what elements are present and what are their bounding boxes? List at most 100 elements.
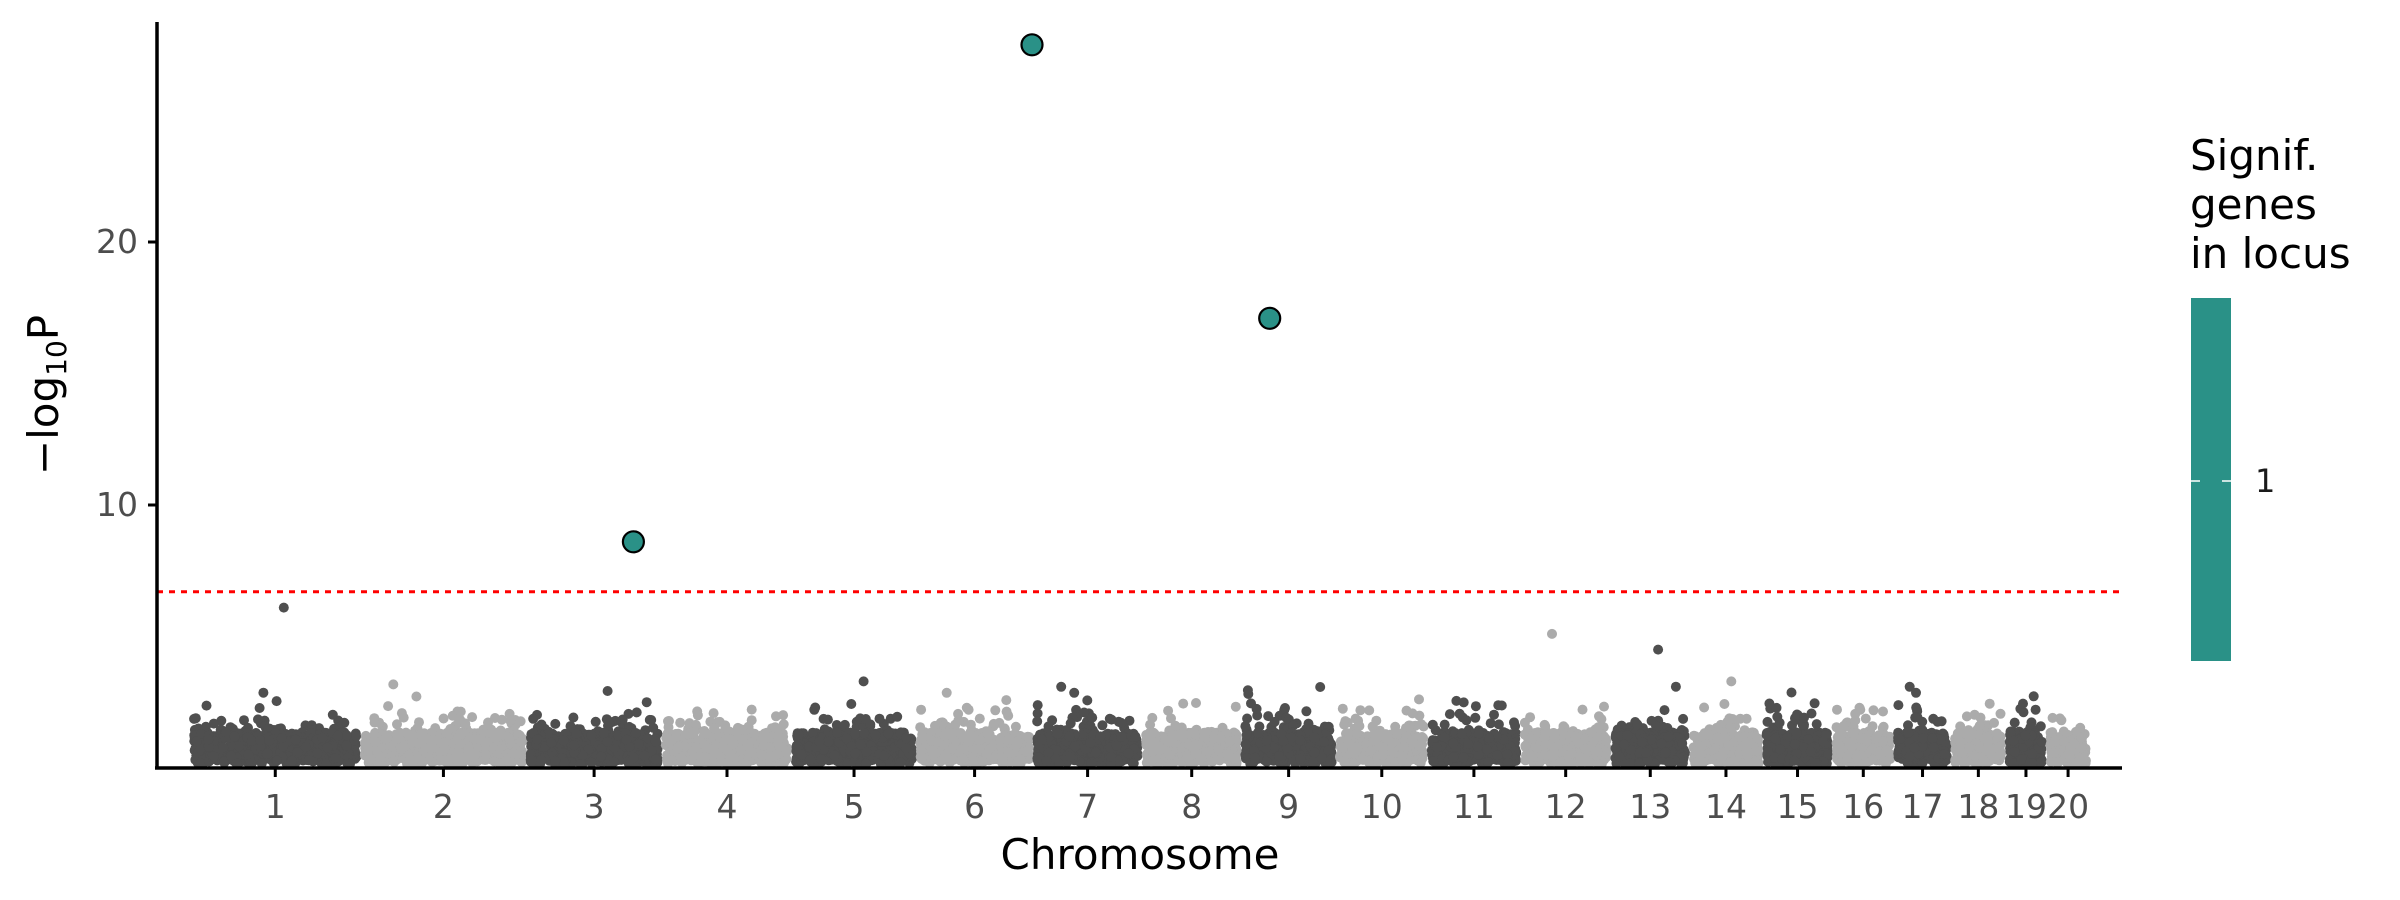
background-snp-point (664, 737, 675, 748)
background-snp-point (455, 714, 466, 725)
background-snp-point (984, 743, 995, 754)
background-snp-point (398, 712, 409, 723)
background-snp-point (959, 743, 970, 754)
background-snp-point (794, 729, 804, 740)
background-snp-point (995, 734, 1006, 745)
background-snp-point (935, 756, 946, 767)
background-snp-point (796, 749, 807, 760)
background-snp-point (388, 679, 399, 690)
background-snp-point (805, 754, 816, 765)
background-snp-point (1090, 747, 1101, 758)
background-snp-point (735, 745, 746, 756)
background-snp-point (778, 710, 789, 721)
background-snp-point (895, 757, 906, 768)
background-snp-point (558, 735, 569, 746)
background-snp-point (701, 728, 712, 739)
background-points (189, 602, 2091, 770)
background-snp-point (756, 750, 767, 761)
background-snp-point (234, 741, 244, 752)
background-snp-point (720, 734, 731, 745)
background-snp-point (303, 755, 314, 766)
background-snp-point (312, 748, 323, 759)
background-snp-point (1164, 750, 1175, 761)
background-snp-point (569, 740, 579, 751)
background-snp-point (1214, 755, 1225, 766)
background-snp-point (1156, 744, 1167, 755)
background-snp-point (953, 708, 964, 719)
background-snp-point (672, 743, 683, 754)
background-snp-point (536, 755, 547, 766)
background-snp-point (546, 737, 557, 748)
background-snp-point (711, 748, 722, 759)
background-snp-point (1315, 682, 1326, 692)
background-snp-point (381, 733, 391, 744)
background-snp-point (870, 730, 881, 741)
background-snp-point (708, 708, 719, 719)
background-snp-point (515, 736, 526, 747)
background-snp-point (208, 751, 219, 762)
background-snp-point (369, 713, 380, 724)
background-snp-point (720, 720, 731, 731)
background-snp-point (596, 751, 607, 762)
background-snp-point (939, 730, 950, 741)
background-snp-point (264, 735, 275, 746)
background-snp-point (440, 755, 451, 766)
background-snp-point (254, 703, 265, 713)
background-snp-point (901, 732, 912, 743)
background-snp-point (1224, 736, 1235, 747)
background-snp-point (879, 750, 889, 761)
background-snp-point (602, 736, 613, 747)
background-snp-point (332, 731, 343, 741)
background-snp-point (737, 734, 748, 745)
background-snp-point (630, 728, 641, 738)
background-snp-point (644, 714, 655, 725)
background-snp-point (691, 742, 702, 753)
background-snp-point (189, 713, 200, 724)
background-snp-point (1085, 737, 1096, 748)
background-snp-point (686, 755, 697, 766)
background-snp-point (809, 704, 820, 715)
background-snp-point (256, 758, 267, 769)
background-snp-point (290, 734, 301, 745)
background-snp-point (1123, 748, 1134, 759)
background-snp-point (203, 734, 214, 745)
background-snp-point (229, 731, 240, 742)
background-snp-point (1116, 717, 1127, 728)
background-snp-point (855, 739, 866, 750)
background-snp-point (822, 714, 833, 725)
background-snp-point (1001, 695, 1012, 706)
background-snp-point (1021, 746, 1032, 757)
background-snp-point (370, 736, 381, 747)
background-snp-point (1065, 752, 1076, 762)
background-snp-point (1172, 731, 1183, 741)
background-snp-point (527, 755, 538, 766)
background-snp-point (401, 727, 411, 738)
background-snp-point (781, 746, 792, 757)
background-snp-point (1130, 731, 1141, 742)
background-snp-point (892, 711, 903, 722)
background-snp-point (559, 757, 570, 768)
background-snp-point (243, 749, 254, 760)
background-snp-point (1012, 738, 1023, 749)
background-snp-point (974, 713, 985, 724)
background-snp-point (631, 707, 642, 718)
background-snp-point (1106, 714, 1117, 725)
background-snp-point (1166, 713, 1176, 724)
background-snp-point (225, 750, 236, 761)
background-snp-point (428, 743, 439, 753)
background-snp-point (1106, 751, 1117, 762)
background-snp-point (1196, 753, 1207, 763)
background-snp-point (480, 738, 491, 749)
background-snp-point (926, 735, 937, 746)
background-snp-point (341, 740, 352, 751)
background-snp-point (1087, 712, 1098, 723)
background-snp-point (441, 728, 452, 739)
background-snp-point (686, 729, 697, 739)
background-snp-point (846, 699, 857, 709)
background-snp-point (1148, 727, 1159, 738)
background-snp-point (341, 730, 352, 741)
background-snp-point (1223, 748, 1234, 759)
background-snp-point (395, 743, 406, 754)
background-snp-point (496, 729, 507, 740)
